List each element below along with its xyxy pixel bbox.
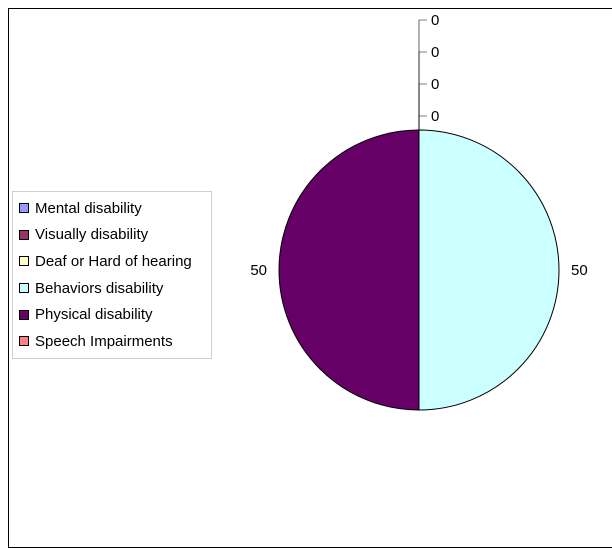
legend: Mental disability Visually disability Deaf… — [12, 191, 212, 359]
pie-slice-5 — [278, 129, 420, 411]
data-label-2: 0 — [431, 44, 439, 61]
data-label-4: 50 — [571, 262, 588, 279]
leader-line-6 — [418, 115, 427, 130]
legend-item: Mental disability — [13, 195, 211, 222]
pie-slice-4 — [418, 129, 560, 411]
legend-swatch — [19, 336, 29, 347]
leader-line-3 — [418, 83, 427, 130]
legend-item: Behaviors disability — [13, 275, 211, 302]
legend-label: Speech Impairments — [35, 332, 173, 350]
data-label-3: 0 — [431, 76, 439, 93]
legend-swatch — [19, 229, 29, 240]
data-label-5: 50 — [250, 262, 267, 279]
data-label-6: 0 — [431, 108, 439, 125]
pie-chart: 0 0 0 50 50 0 — [250, 12, 588, 411]
data-label-1: 0 — [431, 12, 439, 29]
legend-swatch — [19, 203, 29, 214]
legend-label: Mental disability — [35, 199, 142, 217]
legend-label: Physical disability — [35, 306, 153, 324]
leader-line-1 — [418, 19, 427, 130]
legend-swatch — [19, 283, 29, 294]
leader-line-2 — [418, 51, 427, 130]
legend-label: Deaf or Hard of hearing — [35, 252, 192, 270]
legend-label: Behaviors disability — [35, 279, 164, 297]
legend-item: Visually disability — [13, 222, 211, 249]
legend-item: Speech Impairments — [13, 328, 211, 355]
legend-label: Visually disability — [35, 226, 149, 244]
legend-swatch — [19, 256, 29, 267]
legend-swatch — [19, 309, 29, 320]
legend-item: Physical disability — [13, 301, 211, 328]
legend-item: Deaf or Hard of hearing — [13, 248, 211, 275]
